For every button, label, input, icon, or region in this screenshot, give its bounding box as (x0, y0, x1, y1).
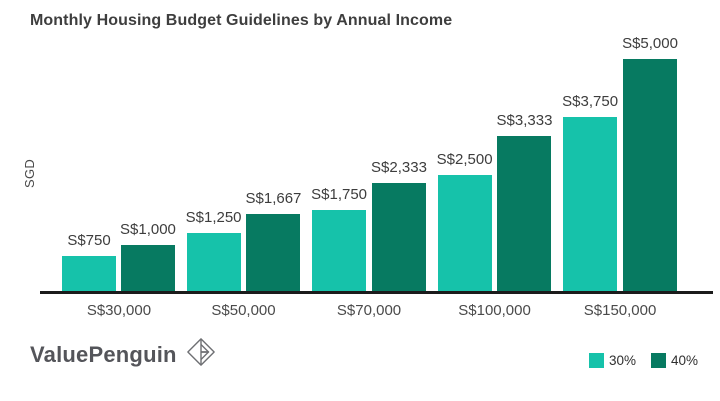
bar-group: S$1,250 S$1,667 S$50,000 (186, 190, 302, 319)
bar-column: S$2,500 (437, 151, 493, 291)
bar-group: S$2,500 S$3,333 S$100,000 (437, 112, 553, 319)
bar-value-label: S$1,667 (245, 190, 302, 207)
bar-pair: S$1,750 S$2,333 (311, 159, 427, 291)
legend-swatch (588, 353, 604, 368)
bar-pair: S$2,500 S$3,333 (437, 112, 553, 291)
valuepenguin-logo: ValuePenguin (30, 338, 216, 368)
bar-30%-S$70,000 (312, 210, 367, 291)
bar-40%-S$70,000 (371, 183, 426, 291)
bar-pair: S$750 S$1,000 (62, 221, 176, 291)
bar-30%-S$150,000 (563, 117, 618, 291)
bar-column: S$2,333 (371, 159, 427, 291)
x-axis-tick-label: S$50,000 (211, 302, 276, 319)
bar-value-label: S$1,250 (185, 209, 242, 226)
bar-value-label: S$5,000 (622, 35, 678, 52)
legend-label: 30% (608, 353, 636, 368)
bar-column: S$1,667 (245, 190, 302, 291)
bar-30%-S$50,000 (186, 233, 241, 291)
chart-legend: 30% 40% (588, 353, 698, 368)
bar-value-label: S$1,000 (120, 221, 176, 238)
x-axis-tick-label: S$30,000 (86, 302, 152, 319)
bar-group: S$1,750 S$2,333 S$70,000 (311, 159, 427, 319)
bar-pair: S$3,750 S$5,000 (562, 35, 678, 291)
bar-pair: S$1,250 S$1,667 (186, 190, 302, 291)
bar-value-label: S$2,500 (436, 151, 493, 168)
bar-column: S$750 (62, 232, 116, 291)
valuepenguin-logo-text: ValuePenguin (30, 342, 177, 367)
bar-40%-S$150,000 (623, 59, 677, 291)
bar-column: S$1,250 (186, 209, 242, 291)
bar-value-label: S$2,333 (371, 159, 427, 176)
x-axis-tick-label: S$150,000 (583, 302, 657, 319)
bar-30%-S$30,000 (62, 256, 116, 291)
bar-30%-S$100,000 (437, 175, 492, 291)
chart-title: Monthly Housing Budget Guidelines by Ann… (30, 12, 453, 29)
x-axis-tick-label: S$100,000 (458, 302, 531, 319)
bar-group: S$750 S$1,000 S$30,000 (62, 221, 176, 319)
x-axis-baseline (40, 291, 713, 294)
bar-40%-S$100,000 (497, 136, 552, 291)
bar-40%-S$30,000 (120, 245, 175, 291)
bar-40%-S$50,000 (246, 214, 301, 291)
bar-value-label: S$750 (67, 232, 111, 249)
bar-value-label: S$1,750 (311, 186, 368, 203)
legend-label: 40% (670, 353, 698, 368)
bar-column: S$1,000 (120, 221, 176, 291)
bar-column: S$1,750 (311, 186, 367, 291)
legend-item: 40% (650, 353, 698, 368)
legend-swatch (650, 353, 666, 368)
bar-column: S$3,750 (562, 93, 618, 291)
legend-item: 30% (588, 353, 636, 368)
bar-column: S$5,000 (622, 35, 678, 291)
bar-value-label: S$3,333 (496, 112, 553, 129)
bar-groups: S$750 S$1,000 S$30,000 S$1,250 S$1,667 S$50,0… (62, 35, 678, 319)
bar-value-label: S$3,750 (562, 93, 619, 110)
bar-group: S$3,750 S$5,000 S$150,000 (562, 35, 678, 319)
origami-diamond-icon (186, 338, 216, 367)
bar-column: S$3,333 (496, 112, 553, 291)
y-axis-label: SGD (22, 158, 37, 188)
x-axis-tick-label: S$70,000 (336, 302, 402, 319)
